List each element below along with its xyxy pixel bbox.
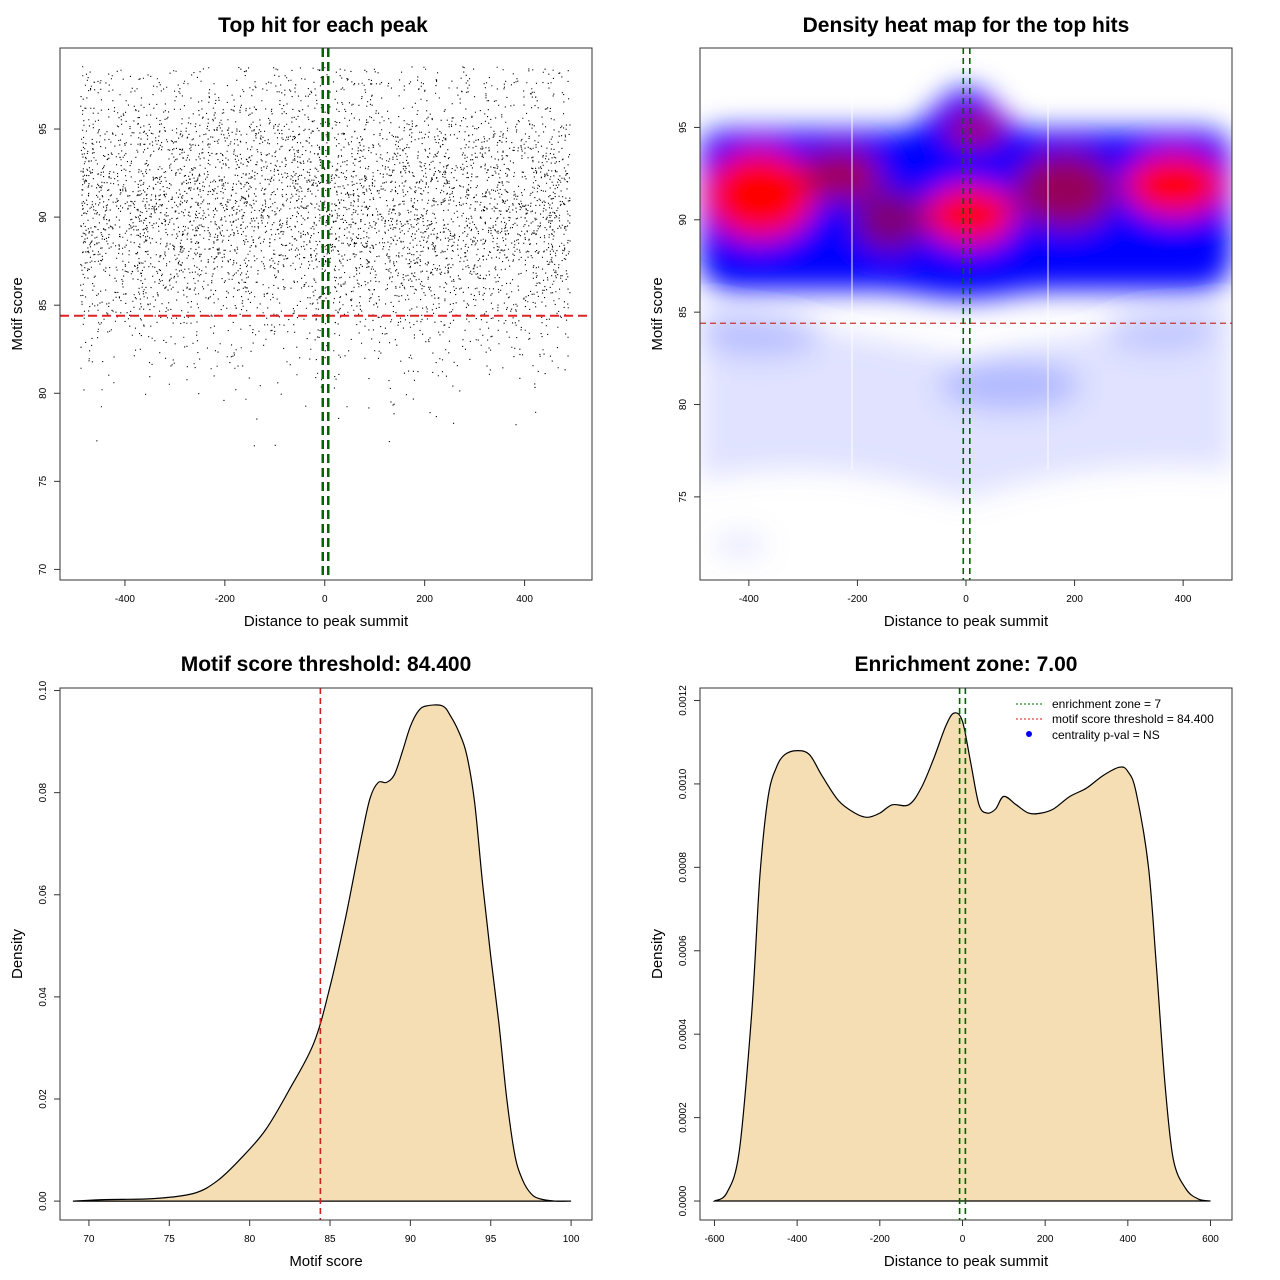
distance-density-x-tick-label: 0: [960, 1234, 966, 1245]
heatmap-hotspot: [800, 150, 880, 200]
panel-score-density: Motif score threshold: 84.400 70 75 80 85 90…: [9, 653, 593, 1270]
heatmap-zone-lines: [962, 48, 971, 580]
score-density-x-tick-label: 75: [164, 1234, 176, 1245]
distance-density-y-tick-label: 0.0006: [678, 935, 689, 966]
heatmap-hotspot: [1015, 152, 1115, 228]
distance-density-y-tick-label: 0.0004: [678, 1018, 689, 1049]
scatter-x-tick-label: -200: [215, 594, 235, 605]
score-density-x-tick-label: 95: [485, 1234, 497, 1245]
score-density-x-ticks: 70 75 80 85 90 95 100: [83, 1220, 580, 1245]
scatter-y-tick-label: 75: [38, 475, 49, 487]
score-density-y-tick-label: 0.04: [38, 987, 49, 1007]
legend-zone-label: enrichment zone = 7: [1052, 697, 1161, 711]
scatter-y-tick-label: 95: [38, 123, 49, 135]
heatmap-y-label: Motif score: [649, 277, 666, 350]
distance-density-x-tick-label: 400: [1119, 1234, 1136, 1245]
heatmap-y-tick-label: 80: [678, 399, 689, 411]
score-density-y-ticks: 0.00 0.02 0.04 0.06 0.08 0.10: [38, 680, 60, 1211]
score-density-x-tick-label: 100: [563, 1234, 580, 1245]
score-density-x-tick-label: 90: [405, 1234, 417, 1245]
scatter-x-tick-label: -400: [115, 594, 135, 605]
legend-threshold-label: motif score threshold = 84.400: [1052, 712, 1214, 726]
distance-density-zone-lines: [958, 688, 967, 1220]
heatmap-x-tick-label: 400: [1175, 594, 1192, 605]
distance-density-title: Enrichment zone: 7.00: [855, 653, 1078, 676]
score-density-plot-frame: [59, 687, 593, 1221]
scatter-y-ticks: 70 75 80 85 90 95: [38, 123, 60, 575]
distance-density-x-tick-label: 600: [1202, 1234, 1219, 1245]
heatmap-hotspot: [705, 150, 815, 240]
score-density-x-tick-label: 80: [244, 1234, 256, 1245]
score-density-x-tick-label: 85: [324, 1234, 336, 1245]
scatter-zone-lines: [321, 48, 330, 580]
distance-density-x-tick-label: 200: [1037, 1234, 1054, 1245]
distance-density-plot-frame: [699, 687, 1233, 1221]
distance-density-curve: [712, 712, 1211, 1202]
score-density-y-tick-label: 0.00: [38, 1191, 49, 1211]
heatmap-x-tick-label: 0: [963, 594, 969, 605]
panel-distance-density: Enrichment zone: 7.00 -600 -400 -200 0 200 40…: [649, 653, 1233, 1270]
heatmap-hotspot: [925, 185, 1015, 245]
heatmap-y-tick-label: 85: [678, 306, 689, 318]
score-density-x-tick-label: 70: [83, 1234, 95, 1245]
heatmap-x-ticks: -400 -200 0 200 400: [739, 580, 1192, 605]
heatmap-low-blob: [715, 535, 765, 555]
heatmap-title: Density heat map for the top hits: [803, 14, 1130, 37]
heatmap-low-blob: [940, 360, 1080, 410]
distance-density-y-ticks: 0.0000 0.0002 0.0004 0.0006 0.0008 0.0010 0.00…: [678, 685, 700, 1216]
heatmap-y-tick-label: 90: [678, 214, 689, 226]
legend-pval-label: centrality p-val = NS: [1052, 728, 1160, 742]
score-density-x-label: Motif score: [289, 1253, 362, 1270]
scatter-title: Top hit for each peak: [218, 14, 428, 37]
scatter-y-tick-label: 80: [38, 387, 49, 399]
distance-density-x-tick-label: -600: [704, 1234, 724, 1245]
heatmap-y-ticks: 75 80 85 90 95: [678, 121, 700, 502]
distance-density-x-label: Distance to peak summit: [884, 1253, 1049, 1270]
scatter-x-ticks: -400 -200 0 200 400: [115, 580, 533, 605]
legend: enrichment zone = 7 motif score threshol…: [1016, 697, 1214, 742]
heatmap-x-tick-label: -400: [739, 594, 759, 605]
distance-density-y-label: Density: [649, 928, 666, 979]
scatter-x-label: Distance to peak summit: [244, 613, 409, 630]
heatmap-y-tick-label: 95: [678, 121, 689, 133]
scatter-y-tick-label: 70: [38, 563, 49, 575]
score-density-y-tick-label: 0.02: [38, 1089, 49, 1109]
scatter-y-tick-label: 90: [38, 211, 49, 223]
distance-density-y-tick-label: 0.0000: [678, 1185, 689, 1216]
heatmap-low-blob: [1105, 308, 1215, 352]
distance-density-x-ticks: -600 -400 -200 0 200 400 600: [704, 1220, 1219, 1245]
heatmap-hotspot: [855, 190, 925, 250]
heatmap-hotspot: [947, 114, 1003, 146]
scatter-y-label: Motif score: [9, 277, 26, 350]
distance-density-x-tick-label: -400: [787, 1234, 807, 1245]
heatmap-x-tick-label: 200: [1066, 594, 1083, 605]
score-density-y-label: Density: [9, 928, 26, 979]
scatter-x-tick-label: 0: [322, 594, 328, 605]
distance-density-y-tick-label: 0.0010: [678, 768, 689, 799]
score-density-y-tick-label: 0.08: [38, 782, 49, 802]
heatmap-x-label: Distance to peak summit: [884, 613, 1049, 630]
score-density-title: Motif score threshold: 84.400: [181, 653, 472, 676]
score-density-curve: [72, 704, 572, 1202]
scatter-y-tick-label: 85: [38, 299, 49, 311]
panel-scatter: Top hit for each peak -400 -200 0 200 400 70…: [9, 14, 593, 630]
distance-density-y-tick-label: 0.0012: [678, 685, 689, 716]
heatmap-y-tick-label: 75: [678, 491, 689, 503]
scatter-plot-frame: [59, 47, 593, 581]
scatter-x-tick-label: 400: [516, 594, 533, 605]
distance-density-x-tick-label: -200: [870, 1234, 890, 1245]
legend-pval-point: [1026, 731, 1032, 737]
scatter-x-tick-label: 200: [416, 594, 433, 605]
distance-density-y-tick-label: 0.0008: [678, 852, 689, 883]
heatmap-x-tick-label: -200: [847, 594, 867, 605]
heatmap-field: [700, 48, 1232, 555]
heatmap-density-layers: [700, 88, 1232, 555]
heatmap-hotspot: [1125, 153, 1225, 217]
heatmap-low-blob: [700, 313, 820, 357]
distance-density-y-tick-label: 0.0002: [678, 1102, 689, 1133]
panel-heatmap: Density heat map for the top hits: [649, 14, 1233, 630]
score-density-y-tick-label: 0.06: [38, 885, 49, 905]
score-density-y-tick-label: 0.10: [38, 680, 49, 700]
